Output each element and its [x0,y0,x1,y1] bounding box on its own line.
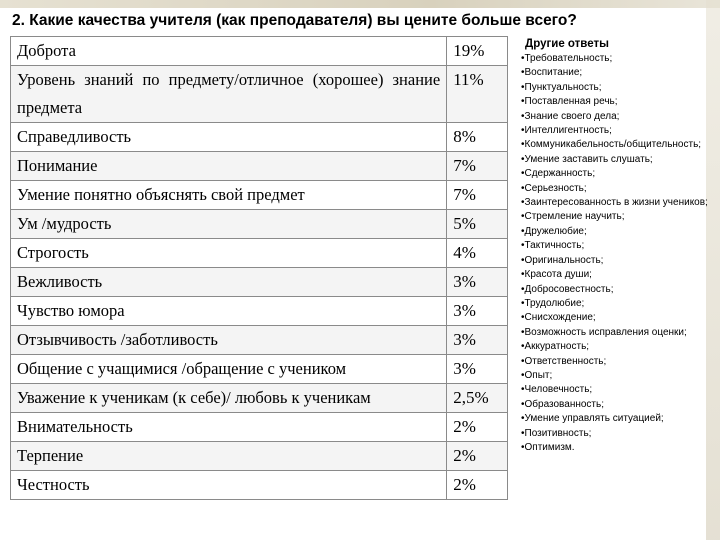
quality-label: Общение с учащимися /обращение с ученико… [9,354,448,384]
quality-percent: 2% [446,441,508,471]
qualities-table: Доброта 19% Уровень знаний по предмету/отл… [9,36,508,500]
quality-label: Отзывчивость /заботливость [9,325,448,355]
slide-right-border [706,0,720,540]
list-item: •Пунктуальность; [521,81,602,93]
quality-percent: 19% [446,36,508,66]
quality-percent: 5% [446,209,508,239]
table-row: Общение с учащимися /обращение с ученико… [9,354,508,384]
list-item: •Позитивность; [521,427,592,439]
list-item: •Тактичность; [521,240,585,252]
quality-percent: 3% [446,267,508,297]
list-item: •Снисхождение; [521,312,596,324]
quality-percent: 2% [446,412,508,442]
table-row: Уважение к ученикам (к себе)/ любовь к у… [9,383,508,413]
quality-label: Честность [9,470,448,500]
quality-label: Вежливость [9,267,448,297]
list-item: •Поставленная речь; [521,96,618,108]
list-item: •Образованность; [521,398,604,410]
quality-label: Доброта [9,36,448,66]
list-item: •Опыт; [521,369,553,381]
quality-percent: 7% [446,151,508,181]
quality-percent: 2,5% [446,383,508,413]
table-row: Чувство юмора 3% [9,296,508,326]
list-item: •Оригинальность; [521,254,604,266]
list-item: •Воспитание; [521,67,583,79]
list-item: •Серьезность; [521,182,587,194]
table-row: Уровень знаний по предмету/отличное (хор… [9,65,508,123]
list-item: •Добросовестность; [521,283,614,295]
table-row: Отзывчивость /заботливость 3% [9,325,508,355]
quality-percent: 11% [446,65,508,123]
list-item: •Аккуратность; [521,341,590,353]
quality-label: Внимательность [9,412,448,442]
table-row: Доброта 19% [9,36,508,66]
list-item: •Требовательность; [521,53,613,64]
quality-label: Строгость [9,238,448,268]
other-answers-heading: Другие ответы [525,38,609,50]
quality-percent: 3% [446,354,508,384]
list-item: •Коммуникабельность/общительность; [521,139,702,151]
quality-percent: 3% [446,325,508,355]
table-row: Терпение 2% [9,441,508,471]
list-item: •Знание своего дела; [521,110,620,122]
list-item: •Интеллигентность; [521,125,612,137]
table-row: Понимание 7% [9,151,508,181]
other-answers-panel: Другие ответы •Требовательность; •Воспита… [521,38,711,455]
table-row: Умение понятно объяснять свой предмет 7% [9,180,508,210]
list-item: •Оптимизм. [521,441,575,453]
list-item: •Сдержанность; [521,168,596,180]
quality-label: Ум /мудрость [9,209,448,239]
quality-percent: 8% [446,122,508,152]
list-item: •Трудолюбие; [521,297,585,309]
table-row: Внимательность 2% [9,412,508,442]
list-item: •Человечность; [521,384,593,396]
quality-label: Уровень знаний по предмету/отличное (хор… [9,65,448,123]
list-item: •Стремление научить; [521,211,625,223]
quality-label: Терпение [9,441,448,471]
quality-label: Уважение к ученикам (к себе)/ любовь к у… [9,383,448,413]
quality-percent: 4% [446,238,508,268]
list-item: •Заинтересованность в жизни учеников; [521,197,708,209]
slide-top-border [0,0,720,8]
table-row: Вежливость 3% [9,267,508,297]
quality-percent: 3% [446,296,508,326]
table-row: Честность 2% [9,470,508,500]
list-item: •Красота души; [521,269,592,281]
other-answers-list: •Требовательность; •Воспитание; •Пунктуаль… [521,52,711,455]
slide-title: 2. Какие качества учителя (как преподава… [12,12,577,29]
list-item: •Возможность исправления оценки; [521,326,687,338]
list-item: •Дружелюбие; [521,225,587,237]
quality-label: Понимание [9,151,448,181]
table-row: Строгость 4% [9,238,508,268]
list-item: •Умение управлять ситуацией; [521,413,664,425]
quality-label: Умение понятно объяснять свой предмет [9,180,448,210]
quality-label: Чувство юмора [9,296,448,326]
table-row: Ум /мудрость 5% [9,209,508,239]
list-item: •Ответственность; [521,355,607,367]
table-row: Справедливость 8% [9,122,508,152]
quality-label: Справедливость [9,122,448,152]
list-item: •Умение заставить слушать; [521,153,653,165]
quality-percent: 7% [446,180,508,210]
quality-percent: 2% [446,470,508,500]
